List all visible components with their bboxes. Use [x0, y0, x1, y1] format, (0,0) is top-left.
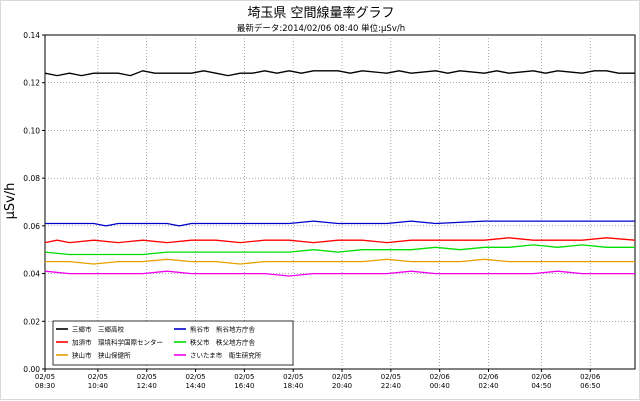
legend-label: 三郷市 三郷高校 — [72, 325, 125, 334]
legend-label: 加須市 環境科学国際センター — [72, 338, 163, 347]
y-tick-label: 0.12 — [23, 79, 40, 88]
x-tick-label: 02/05 22:40 — [381, 373, 401, 390]
y-tick-label: 0.06 — [23, 222, 40, 231]
x-tick-label: 02/06 00:40 — [430, 373, 451, 390]
y-tick-label: 0.00 — [23, 365, 40, 374]
legend-label: 狭山市 狭山保健所 — [72, 351, 131, 360]
x-axis-ticks: 02/05 08:30 02/05 10:40 02/05 12:40 02/05 14:40… — [35, 369, 601, 390]
x-tick-label: 02/05 12:40 — [137, 373, 157, 390]
y-axis-ticks: 0.00 0.02 0.04 0.06 0.08 0.10 0.12 0.14 — [23, 31, 45, 374]
plot-area — [44, 34, 636, 370]
chart-title: 埼玉県 空間線量率グラフ — [247, 5, 394, 21]
x-tick-label: 02/05 16:40 — [234, 373, 254, 390]
legend-label: 秩父市 秩父地方庁舎 — [190, 338, 256, 347]
legend-label: さいたま市 衛生研究所 — [190, 351, 262, 360]
x-tick-label: 02/06 04:50 — [531, 373, 552, 390]
x-tick-label: 02/05 08:30 — [35, 373, 55, 390]
x-tick-label: 02/05 10:40 — [88, 373, 108, 390]
x-tick-label: 02/05 14:40 — [185, 373, 205, 390]
x-tick-label: 02/05 18:40 — [283, 373, 303, 390]
series-line-4 — [45, 220, 635, 227]
y-tick-label: 0.02 — [23, 317, 40, 326]
series-line-5 — [44, 244, 635, 256]
series-line-2 — [44, 237, 636, 244]
series-line-1 — [44, 70, 635, 77]
series-line-3 — [45, 258, 635, 265]
y-tick-label: 0.14 — [23, 31, 40, 40]
chart-subtitle: 最新データ:2014/02/06 08:40 単位:μSv/h — [237, 23, 405, 34]
legend-label: 熊谷市 熊谷地方庁舎 — [190, 325, 256, 334]
x-tick-label: 02/05 20:40 — [332, 373, 352, 390]
x-tick-label: 02/06 02:40 — [478, 373, 499, 390]
y-axis-label: μSv/h — [3, 183, 18, 220]
legend-box — [52, 320, 294, 366]
series-line-6 — [44, 270, 635, 277]
y-tick-label: 0.08 — [23, 174, 40, 183]
series-lines — [44, 70, 636, 277]
x-tick-label: 02/06 06:50 — [580, 373, 601, 390]
y-tick-label: 0.04 — [23, 270, 40, 279]
y-tick-label: 0.10 — [23, 126, 40, 135]
